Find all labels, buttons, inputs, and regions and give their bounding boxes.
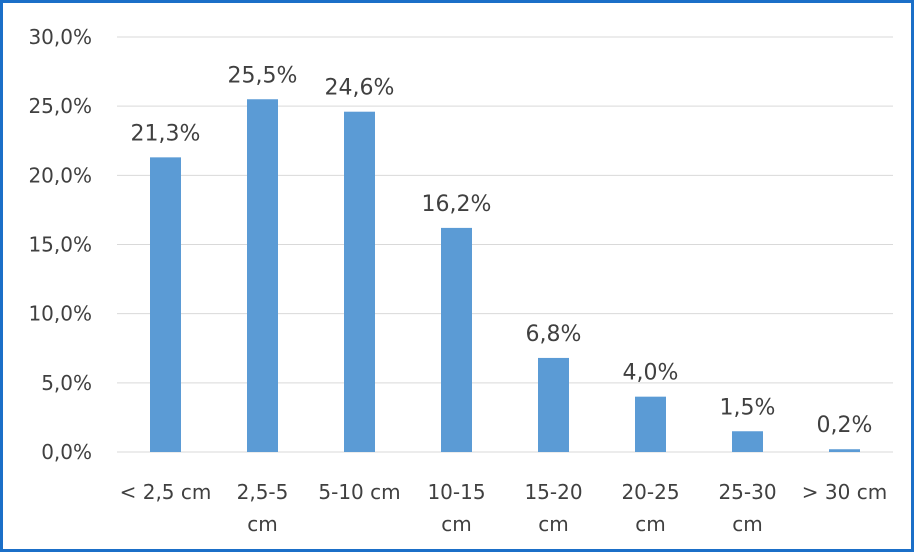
bar	[635, 396, 666, 452]
bar	[538, 357, 569, 452]
y-tick-label: 25,0%	[28, 94, 92, 118]
x-category-label: 5-10 cm	[318, 480, 400, 504]
x-category-label: cm	[635, 512, 665, 536]
x-category-label: 2,5-5	[237, 480, 289, 504]
y-tick-label: 30,0%	[28, 25, 92, 49]
x-category-label: cm	[538, 512, 568, 536]
bar	[441, 227, 472, 452]
y-tick-label: 15,0%	[28, 233, 92, 257]
data-label: 24,6%	[325, 76, 395, 101]
y-tick-label: 5,0%	[41, 371, 92, 395]
y-tick-label: 20,0%	[28, 163, 92, 187]
x-category-label: > 30 cm	[802, 480, 887, 504]
bar	[150, 157, 181, 452]
x-category-label: 20-25	[621, 480, 679, 504]
bar	[829, 449, 860, 452]
data-label: 25,5%	[228, 63, 298, 88]
gridlines	[117, 36, 893, 453]
x-category-label: < 2,5 cm	[120, 480, 212, 504]
x-category-label: cm	[247, 512, 277, 536]
y-tick-label: 10,0%	[28, 302, 92, 326]
y-axis-ticks: 0,0% 5,0% 10,0% 15,0% 20,0% 25,0% 30,0%	[28, 25, 92, 464]
y-tick-label: 0,0%	[41, 440, 92, 464]
data-label: 21,3%	[131, 121, 201, 146]
data-label: 1,5%	[720, 395, 776, 420]
data-label: 6,8%	[526, 322, 582, 347]
x-category-label: cm	[441, 512, 471, 536]
data-label: 16,2%	[422, 192, 492, 217]
x-category-label: cm	[732, 512, 762, 536]
bar	[247, 99, 278, 452]
bar	[344, 111, 375, 452]
bar	[732, 431, 763, 452]
x-category-label: 15-20	[524, 480, 582, 504]
data-labels: 21,3% 25,5% 24,6% 16,2% 6,8% 4,0% 1,5% 0,2%	[131, 63, 873, 438]
x-category-label: 25-30	[718, 480, 776, 504]
category-labels: < 2,5 cm 2,5-5 cm 5-10 cm 10-15 cm 15-20 cm 20-2…	[120, 480, 888, 536]
x-category-label: 10-15	[427, 480, 485, 504]
data-label: 0,2%	[817, 413, 873, 438]
bars	[150, 99, 860, 452]
data-label: 4,0%	[623, 361, 679, 386]
